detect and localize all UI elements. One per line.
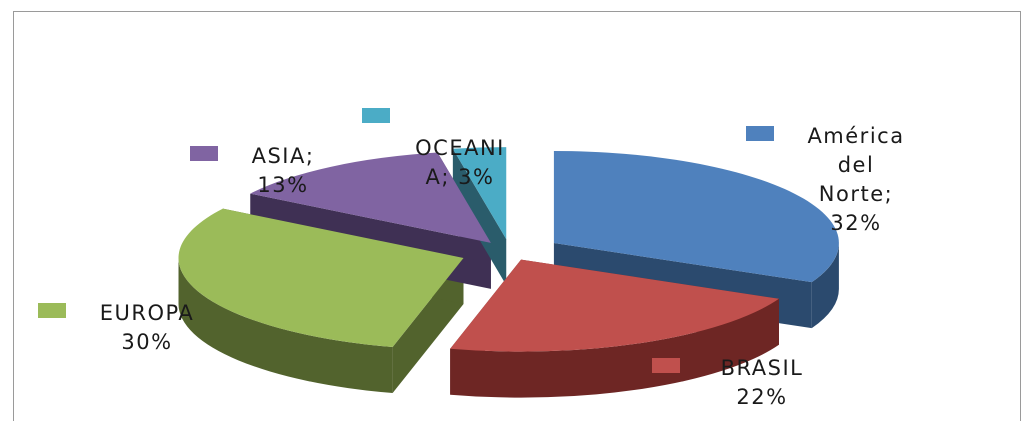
data-label-brasil-1: 22%: [736, 385, 787, 409]
slice-wall-oceania-0: [452, 148, 507, 286]
legend: [38, 108, 774, 373]
data-label-america-2: Norte;: [819, 182, 893, 206]
slice-asia: [250, 152, 491, 243]
slice-rim-brasil-0: [450, 298, 779, 398]
data-label-brasil-0: BRASIL: [721, 356, 804, 380]
chart-frame: [13, 11, 1021, 421]
legend-swatch-europa: [38, 303, 66, 318]
slice-brasil: [450, 259, 779, 352]
data-label-europa-1: 30%: [121, 330, 172, 354]
legend-swatch-brasil: [652, 358, 680, 373]
data-label-america-1: del: [838, 153, 875, 177]
slice-europa: [178, 208, 464, 348]
slice-rim-europa-0: [178, 257, 393, 394]
slice-oceania: [452, 147, 507, 240]
data-label-oceania-1: A; 3%: [426, 165, 495, 189]
data-label-america-0: América: [807, 124, 904, 148]
legend-swatch-asia: [190, 146, 218, 161]
slice-rim-america-0: [811, 243, 839, 329]
legend-swatch-oceania: [362, 108, 390, 123]
legend-swatch-america: [746, 126, 774, 141]
data-label-asia-1: 13%: [257, 173, 308, 197]
slice-america: [553, 151, 839, 283]
data-label-europa-0: EUROPA: [100, 301, 194, 325]
data-labels: América del Norte; 32% BRASIL 22% EUROPA 30% ASI…: [100, 124, 904, 409]
data-label-america-3: 32%: [830, 211, 881, 235]
slice-tops: [178, 147, 839, 352]
data-label-oceania-0: OCEANI: [415, 136, 505, 160]
data-label-asia-0: ASIA;: [252, 144, 315, 168]
